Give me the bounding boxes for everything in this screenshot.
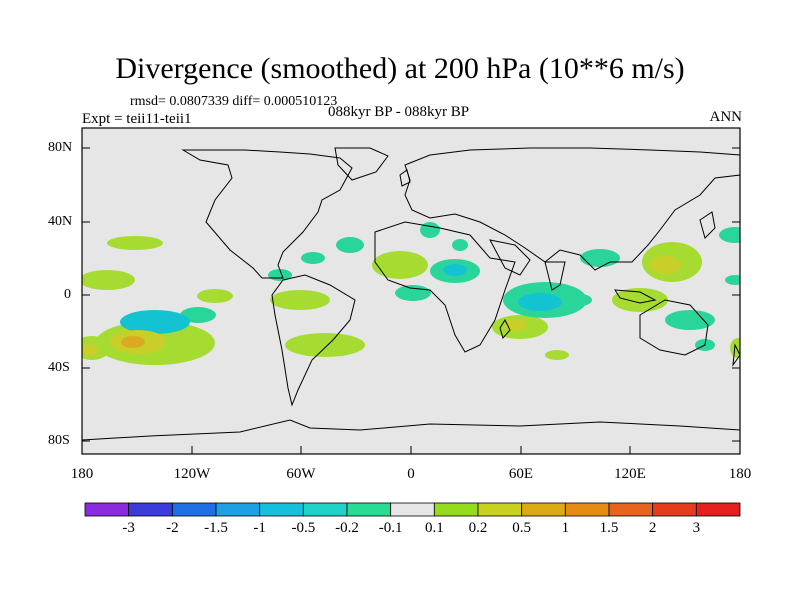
x-tick-label: 120E: [614, 466, 646, 482]
x-tick-label: 60E: [508, 466, 534, 482]
colorbar-label: -0.2: [335, 520, 359, 536]
colorbar-swatch: [564, 502, 610, 517]
colorbar-swatch: [477, 502, 523, 517]
y-tick-label: 0: [64, 287, 71, 302]
colorbar-label: 1: [561, 520, 570, 536]
colorbar-swatch: [433, 502, 479, 517]
y-tick-label: 40S: [48, 360, 70, 375]
colorbar-label: -3: [122, 520, 135, 536]
x-tick-label: 60W: [286, 466, 316, 482]
colorbar-label: 0.5: [512, 520, 532, 536]
colorbar: [84, 502, 741, 517]
period-label: 088kyr BP - 088kyr BP: [328, 104, 470, 120]
x-tick-label: 180: [728, 466, 752, 482]
colorbar-label: 0.1: [424, 520, 444, 536]
colorbar-swatch: [695, 502, 741, 517]
colorbar-swatch: [608, 502, 654, 517]
colorbar-label: 0.2: [468, 520, 488, 536]
colorbar-label: -1.5: [204, 520, 228, 536]
colorbar-swatch: [215, 502, 261, 517]
colorbar-swatch: [521, 502, 566, 517]
colorbar-swatch: [390, 502, 435, 517]
y-tick-label: 80N: [48, 140, 73, 155]
y-tick-label: 40N: [48, 214, 73, 229]
y-tick-label: 80S: [48, 433, 70, 448]
colorbar-swatch: [259, 502, 304, 517]
axis-ticks: [81, 147, 741, 454]
colorbar-swatch: [128, 502, 173, 517]
experiment-label: Expt = teii11-teii1: [82, 111, 192, 127]
colorbar-swatch: [84, 502, 130, 517]
rmsd-diff-stats: rmsd= 0.0807339 diff= 0.000510123: [130, 94, 338, 109]
colorbar-label: -2: [166, 520, 179, 536]
map-title: Divergence (smoothed) at 200 hPa (10**6 …: [115, 52, 685, 85]
colorbar-label: 2: [648, 520, 657, 536]
colorbar-swatch: [346, 502, 392, 517]
colorbar-label: 1.5: [599, 520, 619, 536]
coastlines: [81, 147, 741, 441]
x-tick-label: 0: [407, 466, 415, 482]
colorbar-swatch: [302, 502, 348, 517]
season-label: ANN: [709, 109, 743, 125]
colorbar-label: -0.1: [378, 520, 403, 536]
colorbar-label: -1: [253, 520, 266, 536]
colorbar-label: 3: [692, 520, 701, 536]
x-tick-label: 120W: [173, 466, 211, 482]
colorbar-swatch: [171, 502, 217, 517]
colorbar-label: -0.5: [291, 520, 316, 536]
colorbar-swatch: [652, 502, 697, 517]
x-tick-label: 180: [70, 466, 94, 482]
